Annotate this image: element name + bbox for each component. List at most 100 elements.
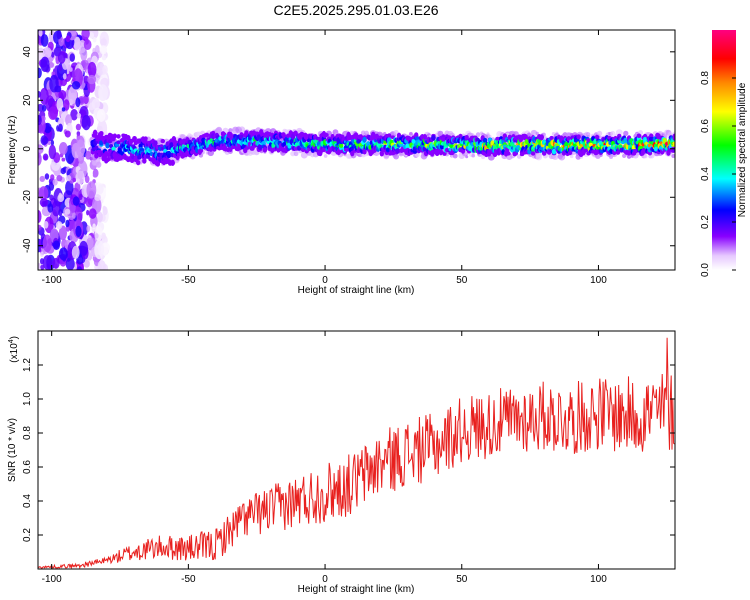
noise-speck (41, 104, 47, 112)
spectrogram-x-axis: -100 -50 0 50 100 (42, 30, 607, 286)
snr-x-axis: -100 -50 0 50 100 (42, 331, 607, 585)
noise-speck (48, 144, 57, 160)
noise-speck (72, 177, 77, 183)
noise-speck (65, 35, 71, 43)
spectrogram-xtick-label: -100 (42, 275, 62, 286)
noise-speck (100, 38, 107, 46)
band-cell (111, 146, 116, 151)
band-halo (527, 132, 531, 137)
noise-speck (101, 232, 106, 240)
noise-speck (75, 170, 85, 185)
band-cell (653, 146, 659, 152)
band-halo (475, 132, 481, 138)
band-cell (615, 150, 621, 155)
band-halo (552, 153, 559, 161)
band-cell (262, 147, 268, 153)
band-halo (228, 128, 233, 133)
band-cell (92, 130, 98, 136)
colorbar-tick-label: 0.4 (700, 167, 711, 181)
band-cell (672, 133, 675, 141)
band-cell (362, 136, 367, 143)
spectrogram-panel: -100 -50 0 50 100 -40 -20 0 20 40 Height of stra… (7, 29, 676, 296)
band-cell (169, 142, 174, 148)
snr-ytick-label: 0.4 (22, 494, 33, 508)
noise-speck (94, 194, 102, 201)
noise-speck (58, 247, 68, 261)
band-halo (569, 154, 574, 159)
noise-speck (102, 205, 106, 211)
band-cell (153, 140, 158, 146)
noise-speck (99, 45, 108, 55)
band-cell (594, 148, 600, 155)
band-cell (539, 134, 544, 141)
noise-speck (86, 209, 90, 216)
noise-speck (60, 167, 66, 175)
noise-speck (94, 44, 100, 54)
band-halo (535, 153, 543, 161)
noise-speck (39, 198, 49, 207)
noise-speck (83, 259, 90, 268)
band-cell (551, 148, 557, 155)
noise-speck (56, 174, 63, 182)
noise-speck (75, 225, 82, 238)
noise-speck (81, 114, 91, 131)
figure-title: C2E5.2025.295.01.03.E26 (273, 2, 438, 18)
noise-speck (65, 257, 75, 270)
snr-xtick-label: 100 (590, 574, 607, 585)
noise-speck (69, 53, 75, 62)
noise-speck (85, 150, 92, 160)
band-cell (338, 143, 344, 148)
band-cell (549, 135, 554, 141)
band-halo (215, 127, 223, 134)
colorbar-axis: 0.0 0.2 0.4 0.6 0.8 (700, 71, 736, 277)
band-cell (166, 153, 172, 158)
band-cell (112, 133, 118, 139)
noise-speck (42, 47, 52, 59)
noise-speck (62, 256, 67, 262)
noise-speck (71, 245, 80, 259)
band-cell (594, 134, 600, 140)
noise-speck (40, 34, 49, 47)
noise-speck (65, 219, 70, 228)
noise-speck (38, 209, 42, 223)
band-cell (170, 160, 175, 166)
band-halo (596, 130, 603, 137)
noise-speck (86, 237, 94, 249)
snr-scale-label: (x104) (8, 336, 20, 363)
noise-speck (39, 87, 49, 105)
noise-speck (83, 39, 92, 51)
noise-speck (47, 140, 52, 145)
noise-speck (68, 67, 73, 72)
snr-ytick-label: 1.0 (22, 392, 33, 406)
band-cell (576, 134, 581, 140)
band-cell (415, 136, 420, 141)
noise-speck (97, 260, 106, 270)
band-cell (106, 152, 111, 158)
band-cell (135, 159, 141, 166)
noise-speck (78, 193, 83, 201)
band-halo (671, 153, 675, 158)
spectrogram-frame (37, 29, 676, 271)
band-cell (160, 138, 166, 144)
noise-speck (57, 51, 66, 64)
noise-speck (97, 184, 104, 195)
band-cell (204, 132, 210, 138)
band-halo (471, 153, 476, 158)
band-halo (535, 131, 539, 136)
noise-speck (40, 56, 50, 72)
noise-speck (47, 203, 54, 213)
band-cell (106, 156, 111, 162)
noise-speck (58, 90, 67, 100)
band-halo (487, 134, 492, 139)
band-halo (481, 155, 486, 160)
band-halo (622, 153, 627, 159)
noise-speck (84, 175, 90, 184)
band-cell (385, 147, 391, 152)
spectrogram-ytick-label: -20 (22, 190, 33, 205)
noise-speck (86, 225, 91, 233)
band-halo (293, 151, 299, 157)
spectrogram-xtick-label: -50 (181, 275, 196, 286)
snr-ytick-label: 0.2 (22, 528, 33, 542)
spectrogram-xtick-label: 0 (322, 275, 328, 286)
noise-speck (75, 123, 82, 131)
